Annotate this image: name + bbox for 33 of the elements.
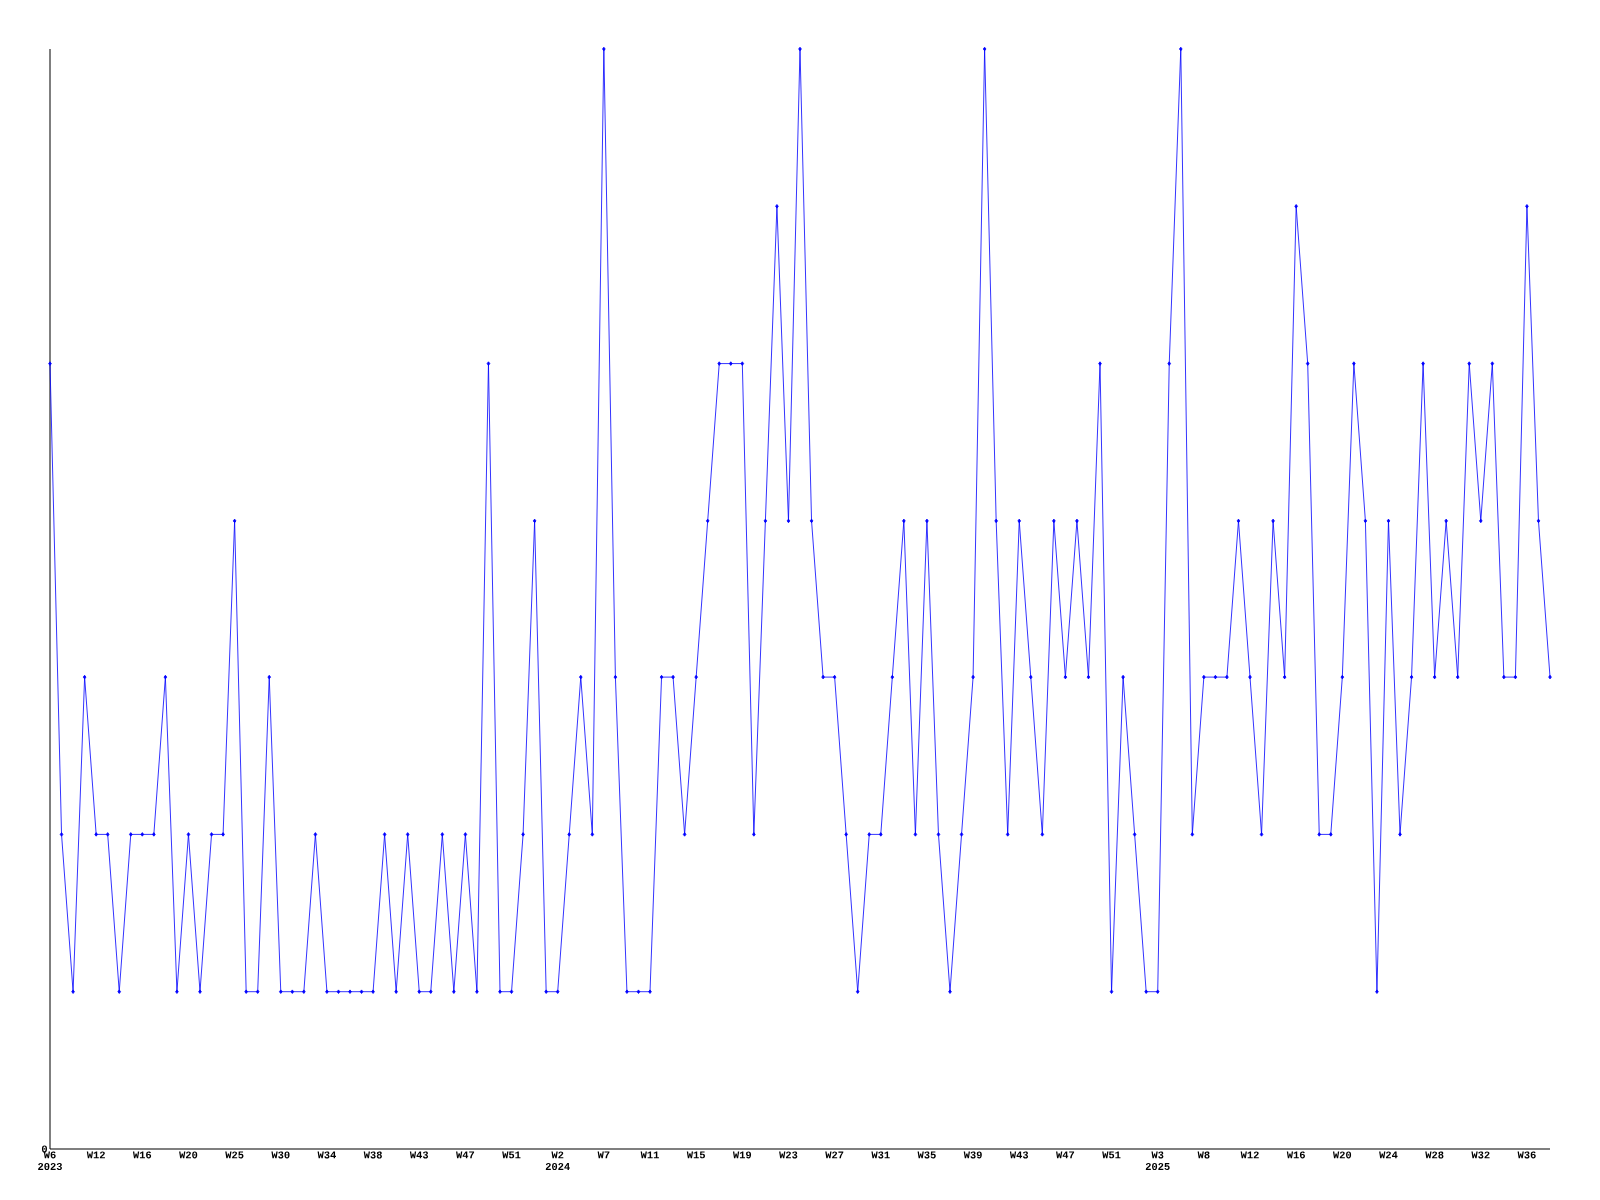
x-tick-label: W47: [456, 1151, 475, 1159]
x-tick-label: W11: [640, 1151, 659, 1159]
x-tick-label: W16: [1286, 1151, 1305, 1159]
x-tick-label: W3 2025: [1145, 1151, 1170, 1171]
x-tick-label: W31: [871, 1151, 890, 1159]
x-tick-label: W12: [86, 1151, 105, 1159]
x-tick-label: W30: [271, 1151, 290, 1159]
x-tick-label: W19: [732, 1151, 752, 1159]
x-tick-label: W34: [317, 1151, 336, 1159]
x-tick-label: W7: [597, 1151, 610, 1159]
x-tick-label: W20: [1332, 1151, 1352, 1159]
x-tick-label: W23: [779, 1151, 798, 1159]
x-tick-label: W16: [132, 1151, 152, 1159]
x-tick-label: W38: [363, 1151, 382, 1159]
x-tick-label: W43: [1009, 1151, 1029, 1159]
x-tick-label: W39: [963, 1151, 982, 1159]
x-tick-label: W47: [1056, 1151, 1075, 1159]
x-tick-label: W51: [1102, 1151, 1121, 1159]
text: 0: [41, 1145, 48, 1153]
x-tick-label: W32: [1471, 1151, 1490, 1159]
x-tick-label: W43: [409, 1151, 429, 1159]
x-tick-label: W36: [1517, 1151, 1536, 1159]
x-tick-label: W25: [225, 1151, 244, 1159]
x-tick-label: W27: [825, 1151, 844, 1159]
x-tick-label: W20: [179, 1151, 198, 1159]
x-tick-label: W35: [917, 1151, 936, 1159]
x-tick-label: W24: [1379, 1151, 1398, 1159]
x-tick-label: W8: [1197, 1151, 1210, 1159]
x-tick-label: W28: [1425, 1151, 1444, 1159]
x-tick-label: W51: [502, 1151, 521, 1159]
x-tick-label: W15: [686, 1151, 705, 1159]
x-tick-label: W2 2024: [545, 1151, 570, 1171]
x-tick-label: W12: [1240, 1151, 1259, 1159]
